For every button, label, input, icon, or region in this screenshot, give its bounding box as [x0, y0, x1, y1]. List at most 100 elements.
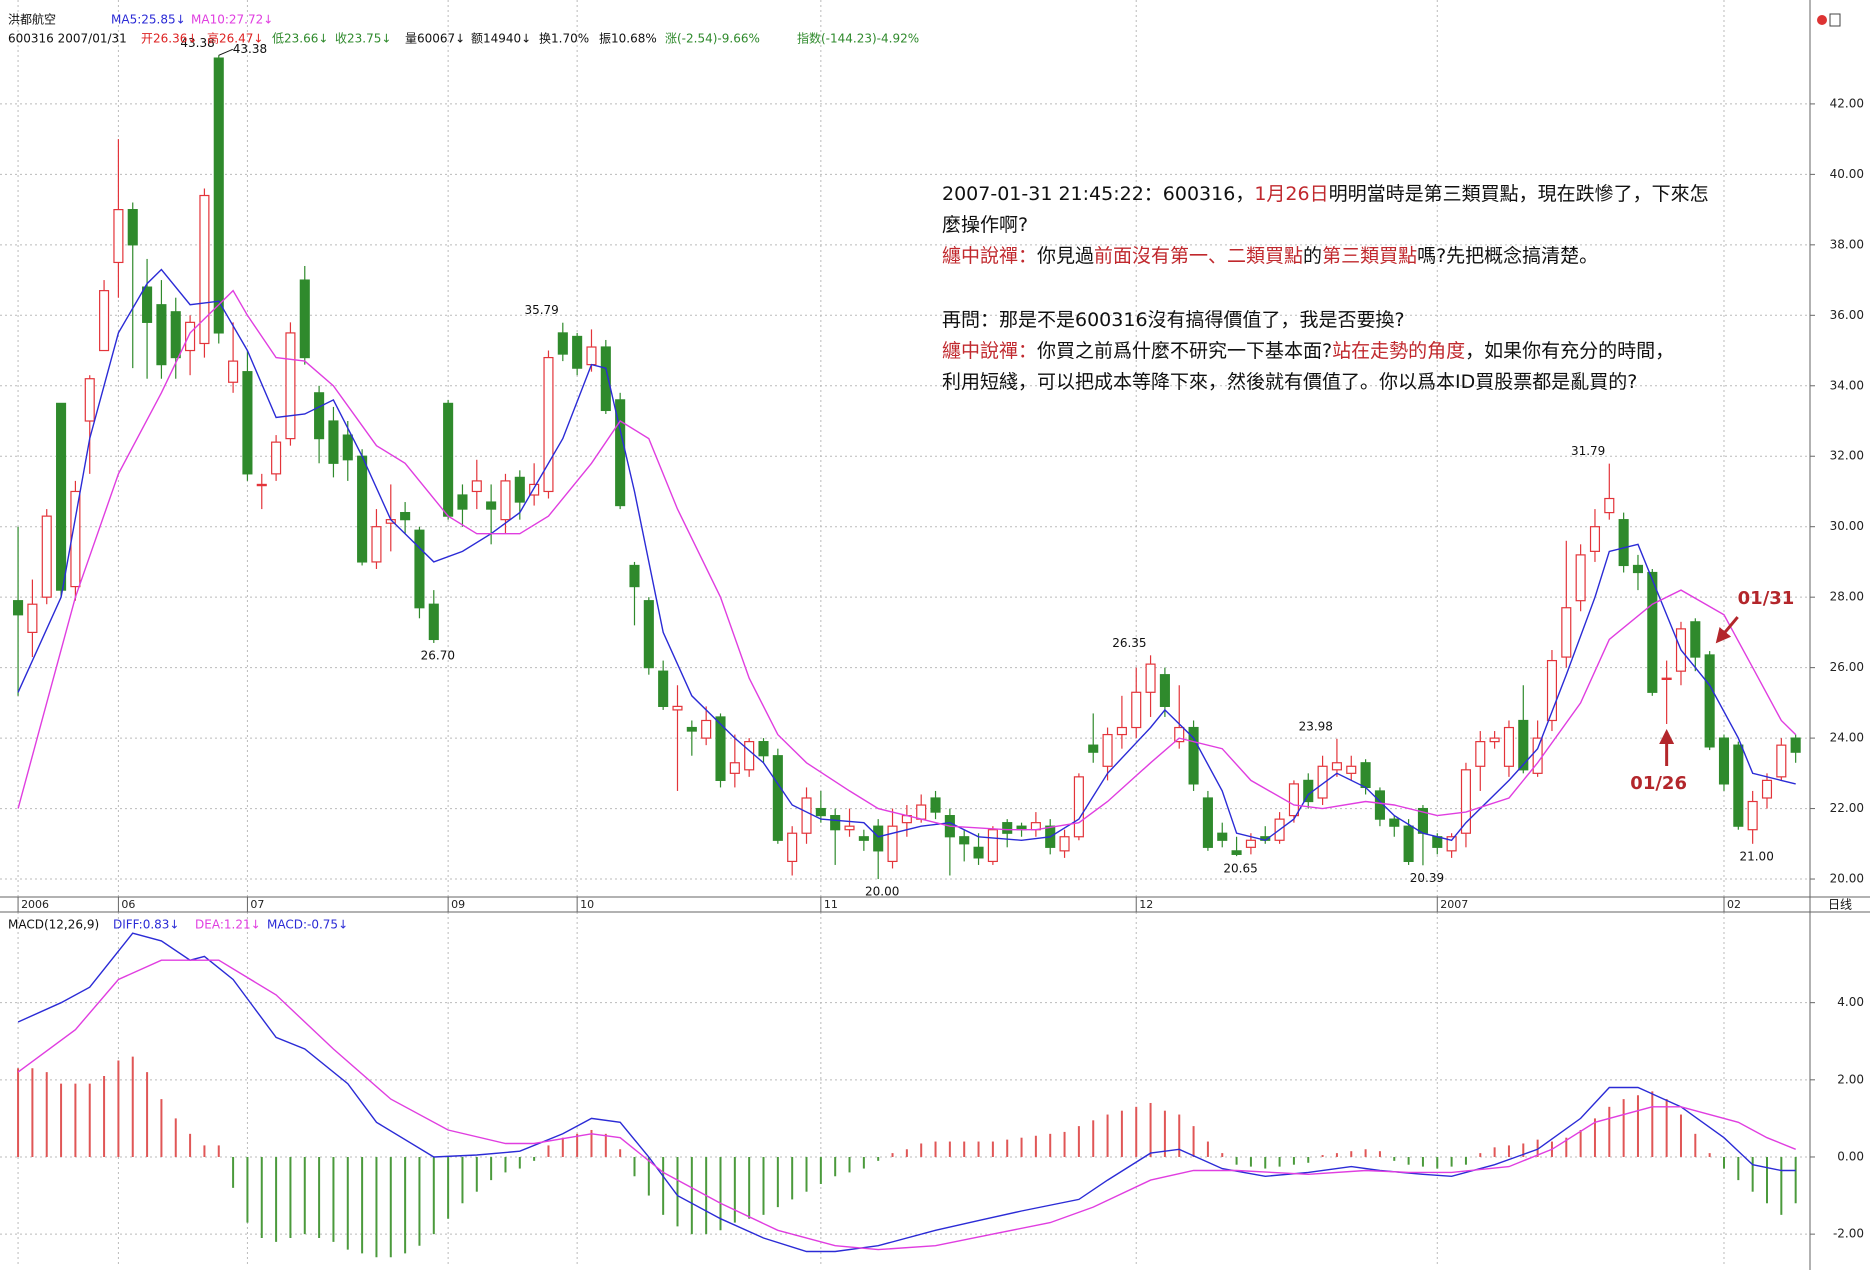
index-change: 指数(-144.23)-4.92% — [797, 31, 919, 46]
ma-line — [17, 959, 1796, 1251]
candle-body — [1518, 719, 1529, 771]
candle-body — [1661, 677, 1672, 681]
annotation-segment: 2007-01-31 21:45:22：600316， — [942, 183, 1254, 205]
change: 涨(-2.54)-9.66% — [665, 31, 760, 46]
candle-body — [457, 494, 468, 510]
x-tick-label: 2007 — [1440, 898, 1468, 911]
candle-body — [1303, 779, 1314, 803]
candle-body — [471, 480, 482, 493]
price-label: 26.35 — [1112, 636, 1146, 650]
candle-body — [744, 741, 755, 771]
candle-body — [1288, 783, 1299, 817]
candle-body — [1174, 726, 1185, 743]
price-label: 20.39 — [1410, 871, 1444, 885]
candle-body — [228, 360, 239, 383]
x-tick-label: 10 — [580, 898, 594, 911]
candle-body — [1102, 733, 1113, 767]
candle-body — [715, 716, 726, 781]
annotation-segment: ，如果你有充分的時間， — [1465, 340, 1674, 362]
price-label: 20.65 — [1223, 862, 1257, 876]
candle-body — [185, 321, 196, 352]
candle-body — [1647, 571, 1658, 693]
ma-line — [17, 289, 1797, 831]
candle-body — [41, 515, 52, 598]
candle-body — [1446, 836, 1457, 852]
close: 收23.75↓ — [335, 32, 391, 46]
candle-body — [1475, 741, 1486, 767]
annotation-line: 再問：那是不是600316沒有搞得價值了，我是否要換? — [942, 309, 1405, 331]
candle-body — [1116, 726, 1127, 736]
candle-body — [1489, 737, 1500, 743]
candle-body — [787, 832, 798, 863]
candle-body — [758, 741, 769, 757]
annotation-segment: 纏中說禪： — [942, 340, 1037, 362]
candle-body — [557, 332, 568, 355]
candle-body — [170, 311, 181, 359]
annotation: 2007-01-31 21:45:22：600316，1月26日明明當時是第三類… — [942, 183, 1709, 393]
candle-body — [13, 600, 24, 616]
candle-body — [916, 804, 927, 820]
candle-body — [156, 304, 167, 366]
annotation-segment: 前面沒有第一、二類買點 — [1094, 245, 1303, 267]
low: 低23.66↓ — [272, 32, 328, 46]
annotation-segment: 再問：那是不是600316沒有搞得價值了，我是否要換? — [942, 309, 1405, 331]
candle-body — [729, 762, 740, 774]
x-tick-label: 02 — [1727, 898, 1741, 911]
candle-body — [256, 483, 267, 487]
candle-body — [27, 603, 38, 634]
candle-body — [658, 670, 669, 707]
candle-body — [1561, 607, 1572, 658]
candle-body — [1131, 691, 1142, 729]
x-tick-label: 07 — [250, 898, 264, 911]
candle-body — [1503, 726, 1514, 767]
x-tick-label: 2006 — [21, 898, 49, 911]
price-label: 20.00 — [865, 885, 899, 899]
candle-body — [1002, 822, 1013, 834]
candle-body — [844, 825, 855, 831]
candle-body — [1346, 765, 1357, 774]
candle-body — [357, 455, 368, 563]
candle-body — [615, 399, 626, 507]
candle-body — [1073, 776, 1084, 838]
candle-body — [99, 290, 110, 352]
legend-dea: DEA:1.21↓ — [195, 918, 261, 932]
candle-body — [84, 378, 95, 422]
candle-body — [1632, 564, 1644, 574]
candle-body — [858, 836, 869, 841]
candle-body — [113, 209, 124, 264]
y-tick-label: 34.00 — [1830, 378, 1864, 392]
candle-body — [400, 512, 411, 521]
y-tick-label: 2.00 — [1837, 1072, 1864, 1086]
price-label: 26.70 — [421, 648, 455, 662]
high: 高26.47↓ — [207, 31, 263, 46]
annotation-segment: 1月26日 — [1254, 183, 1328, 205]
candle-body — [930, 797, 941, 813]
candle-body — [285, 332, 296, 440]
candle-body — [414, 529, 425, 609]
y-tick-label: 0.00 — [1837, 1149, 1864, 1163]
candle-body — [1604, 497, 1615, 514]
y-tick-label: 42.00 — [1830, 96, 1864, 110]
annotation-segment: 嗎?先把概念搞清楚。 — [1417, 244, 1598, 267]
candle-body — [1059, 836, 1070, 852]
top-right-icon — [1817, 13, 1841, 27]
candle-body — [1245, 839, 1256, 848]
candle-body — [271, 441, 282, 475]
marker-label: 01/31 — [1738, 588, 1795, 609]
candle-body — [1575, 554, 1586, 602]
annotation-line: 纏中說禪：你買之前爲什麼不研究一下基本面?站在走勢的角度，如果你有充分的時間， — [942, 340, 1674, 362]
candle-body — [572, 335, 583, 369]
candle-body — [314, 392, 325, 440]
candle-body — [1202, 797, 1213, 848]
candle-body — [830, 815, 841, 831]
y-tick-label: 26.00 — [1830, 660, 1864, 674]
price-label: 21.00 — [1739, 849, 1773, 863]
candle-body — [1389, 818, 1400, 827]
candle-body — [973, 846, 984, 859]
candle-body — [1776, 744, 1787, 778]
candle-body — [959, 836, 970, 845]
candle-body — [1618, 519, 1629, 567]
candle-body — [1432, 836, 1443, 848]
